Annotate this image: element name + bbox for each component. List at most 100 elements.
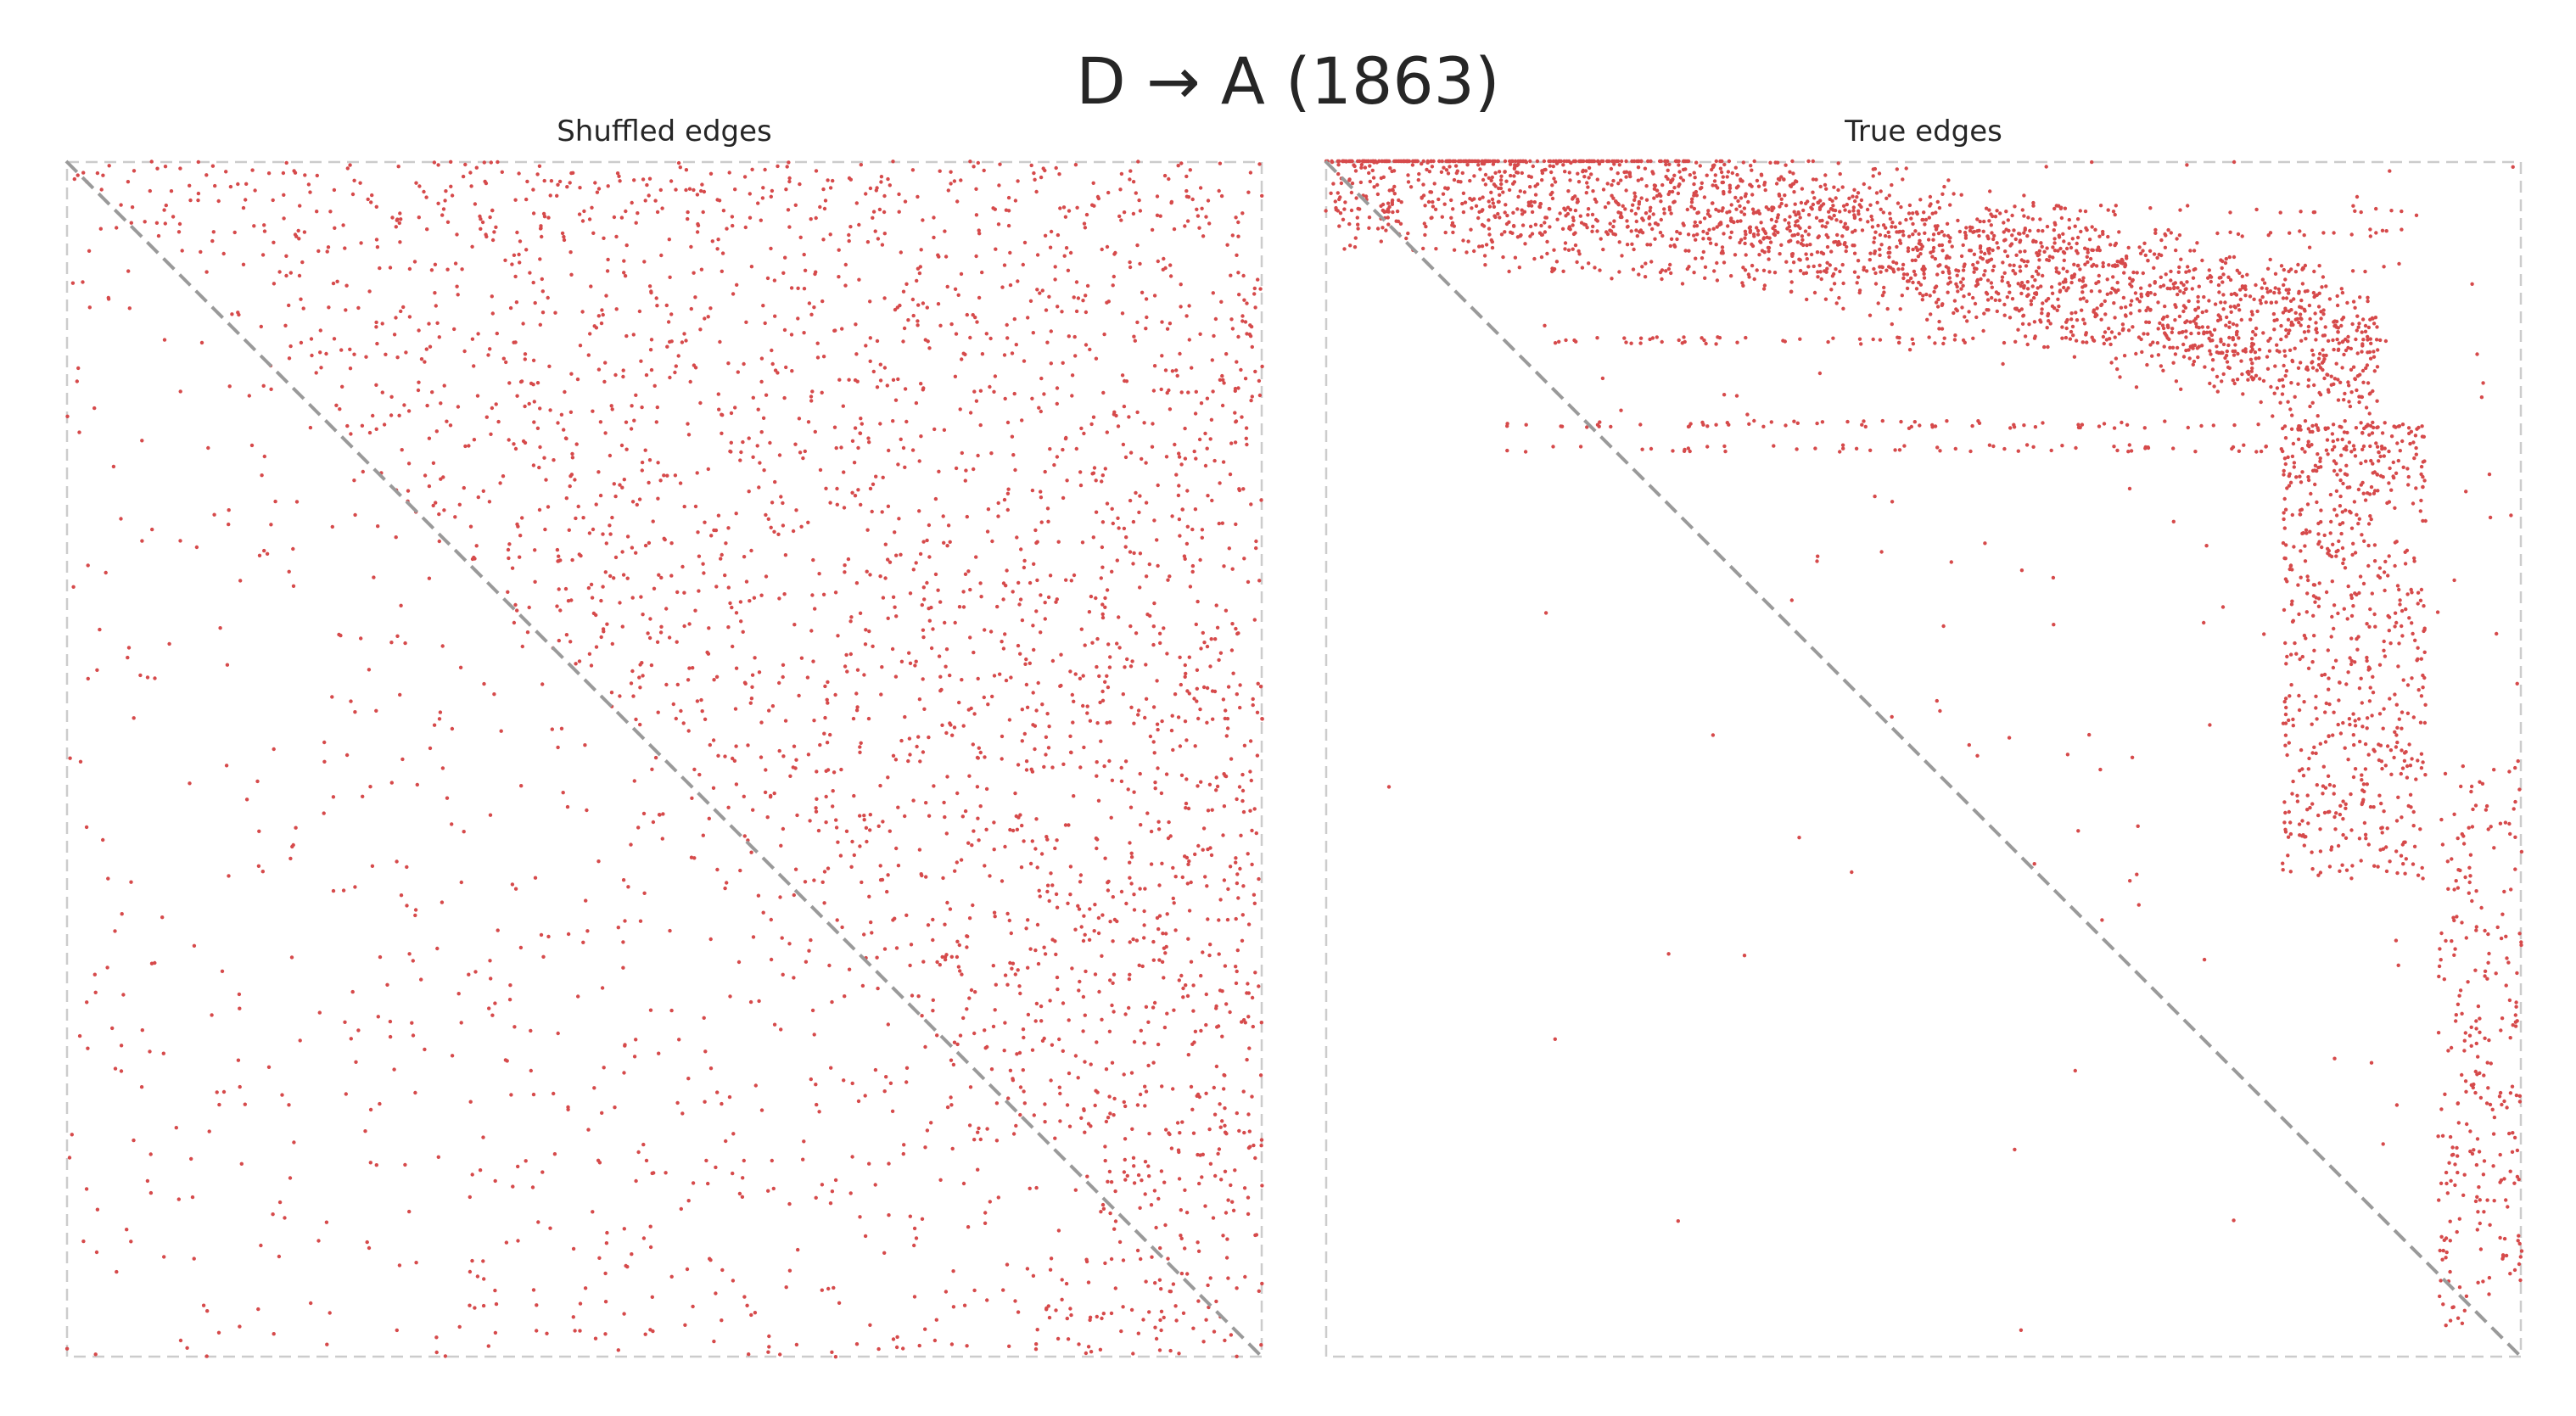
shuffled-point xyxy=(1073,1188,1078,1192)
shuffled-point xyxy=(778,895,782,899)
true-point xyxy=(1430,215,1434,220)
shuffled-point xyxy=(1123,1178,1128,1182)
shuffled-point xyxy=(776,532,781,536)
shuffled-point xyxy=(504,360,508,365)
shuffled-point xyxy=(1245,991,1249,995)
shuffled-point xyxy=(916,303,921,307)
shuffled-point xyxy=(925,305,929,310)
shuffled-point xyxy=(512,253,517,257)
shuffled-point xyxy=(1055,455,1060,459)
true-point xyxy=(2057,271,2061,275)
true-point xyxy=(2010,297,2015,301)
true-point xyxy=(2103,299,2107,304)
shuffled-point xyxy=(753,656,757,660)
shuffled-point xyxy=(1081,299,1085,303)
shuffled-point xyxy=(1069,750,1073,755)
shuffled-point xyxy=(796,316,800,321)
shuffled-point xyxy=(1069,1312,1073,1318)
shuffled-point xyxy=(669,179,674,183)
shuffled-point xyxy=(914,400,919,406)
shuffled-point xyxy=(1177,451,1181,456)
shuffled-point xyxy=(414,181,418,185)
shuffled-point xyxy=(823,684,827,689)
shuffled-point xyxy=(897,517,901,521)
shuffled-point xyxy=(1128,805,1134,809)
shuffled-point xyxy=(1039,630,1043,635)
true-point xyxy=(1483,182,1488,187)
true-point xyxy=(1356,227,1360,231)
shuffled-point xyxy=(886,1022,890,1027)
true-point xyxy=(2105,277,2109,282)
shuffled-point xyxy=(634,717,638,722)
shuffled-point xyxy=(215,1090,219,1094)
shuffled-point xyxy=(1135,243,1140,248)
shuffled-point xyxy=(602,379,607,384)
shuffled-point xyxy=(1168,1348,1173,1353)
true-point xyxy=(1334,205,1338,210)
true-point xyxy=(1625,219,1629,223)
shuffled-point xyxy=(521,439,526,444)
shuffled-point xyxy=(921,540,926,544)
figure-title: D → A (1863) xyxy=(1076,43,1500,119)
shuffled-point xyxy=(927,735,931,740)
shuffled-point xyxy=(977,1126,981,1131)
shuffled-point xyxy=(626,885,630,889)
shuffled-point xyxy=(1047,898,1051,904)
true-point xyxy=(1518,189,1522,193)
shuffled-point xyxy=(1196,1299,1201,1303)
true-point xyxy=(2080,308,2084,312)
true-point xyxy=(2148,343,2153,347)
shuffled-point xyxy=(1078,470,1083,474)
shuffled-point xyxy=(742,1295,747,1299)
shuffled-point xyxy=(1066,1337,1071,1341)
shuffled-point xyxy=(1156,727,1160,732)
shuffled-point xyxy=(715,198,720,202)
shuffled-point xyxy=(908,963,912,968)
shuffled-point xyxy=(564,436,568,441)
shuffled-point xyxy=(459,880,463,885)
shuffled-point xyxy=(753,1311,758,1315)
shuffled-point xyxy=(592,1086,596,1090)
shuffled-point xyxy=(188,198,193,203)
shuffled-point xyxy=(1046,595,1051,600)
true-point xyxy=(1571,247,1575,251)
shuffled-point xyxy=(475,394,480,398)
shuffled-point xyxy=(801,456,805,461)
true-point xyxy=(2109,361,2114,365)
true-point xyxy=(1957,229,1963,234)
true-point xyxy=(1956,218,1960,223)
shuffled-point xyxy=(68,756,72,760)
shuffled-point xyxy=(1245,442,1249,447)
shuffled-point xyxy=(868,336,872,340)
shuffled-point xyxy=(1119,218,1123,222)
shuffled-point xyxy=(637,675,641,680)
shuffled-point xyxy=(293,171,298,175)
shuffled-point xyxy=(955,954,960,960)
shuffled-point xyxy=(332,187,337,193)
shuffled-point xyxy=(1088,907,1092,911)
shuffled-point xyxy=(76,366,81,371)
shuffled-point xyxy=(1168,1289,1172,1294)
true-point xyxy=(1812,290,1817,295)
shuffled-point xyxy=(798,451,803,455)
shuffled-point xyxy=(1158,1245,1162,1251)
shuffled-point xyxy=(719,557,723,561)
shuffled-point xyxy=(882,1251,887,1256)
shuffled-point xyxy=(978,1137,983,1142)
shuffled-point xyxy=(272,240,276,244)
true-point xyxy=(2146,332,2150,336)
shuffled-point xyxy=(911,798,916,803)
shuffled-point xyxy=(1230,233,1235,238)
true-point xyxy=(1669,271,1673,276)
shuffled-point xyxy=(348,163,352,167)
shuffled-point xyxy=(140,439,144,443)
shuffled-point xyxy=(1163,266,1168,271)
shuffled-point xyxy=(443,199,447,203)
shuffled-point xyxy=(914,1236,919,1240)
shuffled-point xyxy=(1107,665,1112,669)
true-point xyxy=(1440,215,1444,219)
true-point xyxy=(1617,240,1621,244)
true-point xyxy=(2189,331,2193,336)
true-point xyxy=(2265,367,2271,371)
true-point xyxy=(1329,191,1333,195)
